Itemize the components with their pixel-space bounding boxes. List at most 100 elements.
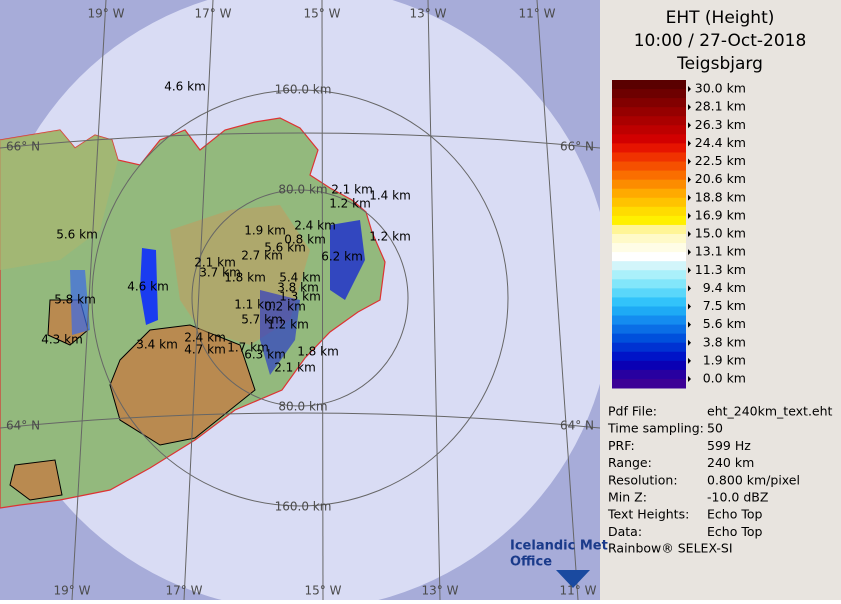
longitude-label: 11° W [560,584,597,598]
map [0,0,600,600]
echo-top-label: 2.4 km [294,219,336,233]
scale-pointer [688,104,691,111]
info-key: Resolution: [608,472,678,487]
info-value: Echo Top [707,507,762,522]
scale-swatch [612,333,686,344]
scale-pointer [688,86,691,92]
info-key: Pdf File: [608,404,657,419]
echo-top-label: 1.2 km [267,318,309,332]
echo-top-label: 5.7 km [241,313,283,327]
scale-swatch [612,324,686,335]
scale-swatch [612,306,686,317]
info-value: 240 km [707,455,754,470]
scale-label: 13.1 km [695,244,746,259]
scale-label: 22.5 km [695,153,746,168]
echo-area [140,248,158,325]
echo-top-label: 1.3 km [279,290,321,304]
echo-top-label: 5.6 km [264,241,306,255]
terrain [0,130,118,270]
echo-top-label: 3.7 km [199,266,241,280]
longitude-label: 17° W [166,584,203,598]
scale-swatch [612,261,686,271]
scale-pointer [688,212,691,219]
echo-top-label: 1.9 km [244,224,286,238]
echo-top-label: 4.3 km [41,333,83,347]
scale-swatch [612,134,686,144]
scale-swatch [612,297,686,307]
scale-swatch [612,188,686,199]
scale-swatch [612,152,686,163]
info-value: -10.0 dBZ [707,490,768,505]
scale-pointer [688,194,691,201]
echo-area [330,220,365,300]
scale-swatch [612,170,686,181]
scale-swatch [612,351,686,362]
latitude-label: 66° N [560,140,594,154]
logo-text: Icelandic Met [510,539,608,554]
scale-label: 1.9 km [703,352,746,367]
scale-swatch [612,98,686,108]
scale-label: 16.9 km [695,207,746,222]
scale-swatch [612,161,686,172]
scale-pointer [688,321,691,328]
scale-swatch [612,224,686,235]
echo-top-label: 4.6 km [127,280,169,294]
echo-top-label: 5.4 km [279,271,321,285]
scale-swatch [612,288,686,298]
range-rings [91,89,509,507]
echo-top-label: 1.8 km [297,345,339,359]
scale-swatch [612,206,686,217]
scale-label: 20.6 km [695,171,746,186]
scale-swatch [612,243,686,253]
scale-label: 9.4 km [703,280,746,295]
echo-top-label: 1.2 km [329,197,371,211]
scale-swatch [612,234,686,244]
info-key: PRF: [608,438,635,453]
glacier [9,459,63,501]
longitude-label: 19° W [88,7,125,21]
scale-swatch [612,179,686,190]
echo-top-label: 6.3 km [244,348,286,362]
scale-label: 26.3 km [695,117,746,132]
graticule [0,0,600,600]
info-value: Echo Top [707,524,762,539]
echo-top-label: 3.8 km [277,281,319,295]
scale-pointer [688,285,691,292]
scale-swatch [612,143,686,153]
logo-text: Office [510,555,552,570]
longitude-label: 15° W [304,7,341,21]
scale-swatch [612,252,686,262]
echo-top-label: 5.6 km [56,228,98,242]
info-key: Range: [608,455,652,470]
scale-pointer [688,158,691,165]
info-value: 599 Hz [707,438,751,453]
scale-swatch [612,116,686,126]
title: EHT (Height) [666,8,775,28]
scale-pointer [688,249,691,256]
scale-label: 0.0 km [703,371,746,386]
scale-label: 11.3 km [695,262,746,277]
scale-label: 15.0 km [695,226,746,241]
range-label: 80.0 km [278,183,327,197]
echo-top-label: 3.4 km [136,338,178,352]
longitude-label: 13° W [410,7,447,21]
scale-swatch [612,378,686,389]
scale-swatch [612,342,686,353]
scale-swatch [612,215,686,226]
info-value: eht_240km_text.eht [707,404,833,419]
scale-pointer [688,357,691,364]
longitude-label: 11° W [519,7,556,21]
time: 10:00 / 27-Oct-2018 [634,31,807,51]
echo-top-label: 2.1 km [331,183,373,197]
echo-top-label: 1.4 km [369,189,411,203]
echo-top-label: 2.7 km [241,249,283,263]
latitude-label: 66° N [6,140,40,154]
info-key: Data: [608,524,642,539]
scale-pointer [688,231,691,237]
scale-label: 24.4 km [695,135,746,150]
scale-label: 7.5 km [703,298,746,313]
scale-swatch [612,125,686,135]
scale-label: 5.6 km [703,316,746,331]
longitude-label: 19° W [54,584,91,598]
